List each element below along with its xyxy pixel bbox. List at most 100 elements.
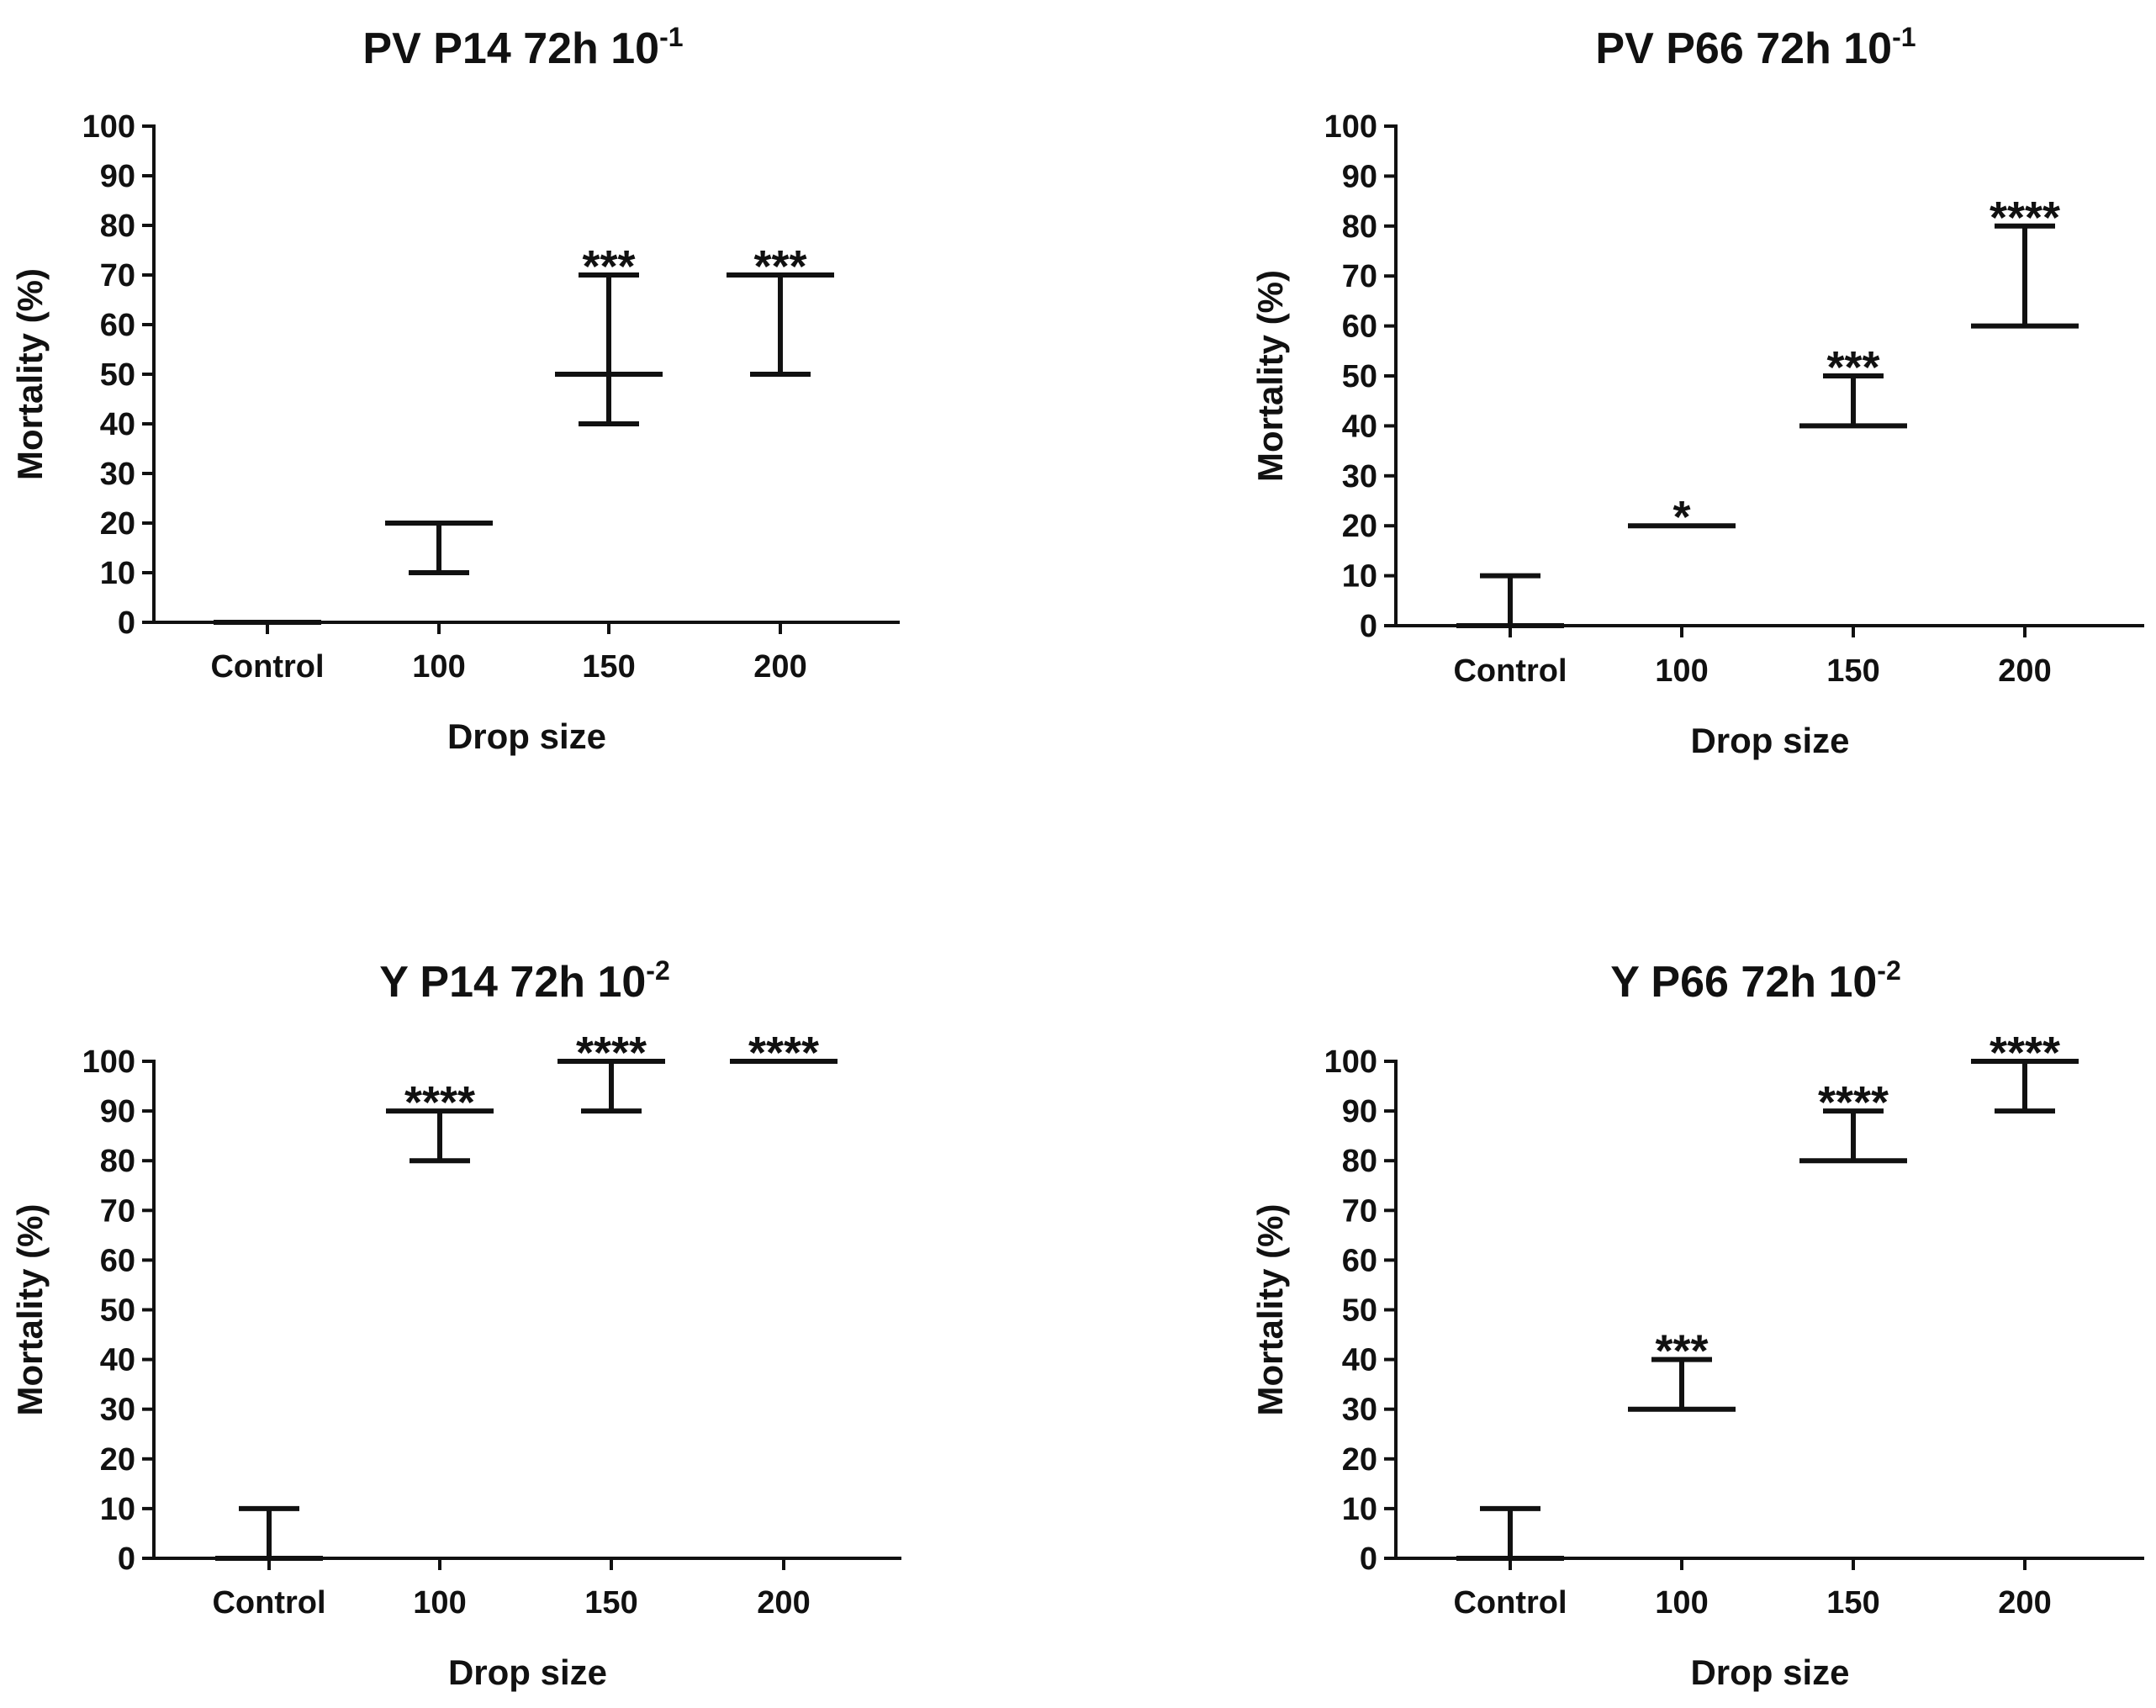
error-bar-control [215,1505,323,1561]
x-tick-label: 100 [413,1585,466,1621]
y-tick-label: 70 [1342,1193,1377,1229]
x-axis-label: Drop size [447,717,606,756]
significance-label: **** [576,1028,647,1078]
error-bar-150: *** [1799,342,1907,429]
error-bar-200: *** [727,241,834,377]
x-tick-label: 200 [1998,1585,2051,1621]
y-tick-label: 50 [100,1293,135,1329]
y-tick-label: 40 [100,1343,135,1378]
chart-title: PV P66 72h 10-1 [1595,22,1916,73]
error-bar-200: **** [730,1028,838,1078]
y-tick-label: 80 [100,1144,135,1179]
x-axis-label: Drop size [1690,1652,1849,1692]
y-tick-label: 30 [100,457,135,492]
x-tick-label: 100 [1655,1585,1708,1621]
y-tick-label: 50 [1342,1293,1377,1329]
y-tick-label: 90 [1342,159,1377,194]
y-tick-label: 30 [1342,1393,1377,1428]
error-bar-150: **** [557,1028,665,1114]
x-tick-label: Control [1453,1585,1567,1621]
error-bar-control [1456,573,1564,628]
x-tick-label: 100 [412,649,465,685]
chart-title: Y P14 72h 10-2 [379,955,670,1007]
y-tick-label: 30 [1342,459,1377,494]
y-tick-label: 10 [100,1492,135,1527]
y-tick-label: 80 [1342,1144,1377,1179]
y-tick-label: 100 [82,109,135,145]
chart-panel-2: PV P66 72h 10-1 0 10 20 30 40 50 60 70 80 90 100 Con… [1250,22,2144,760]
significance-label: **** [404,1077,475,1128]
x-axis-label: Drop size [448,1652,607,1692]
y-axis-label: Mortality (%) [1250,1204,1290,1416]
significance-label: *** [1826,342,1879,393]
y-tick-label: 60 [1342,1243,1377,1278]
error-bar-200: **** [1971,1028,2079,1114]
y-tick-label: 40 [1342,1343,1377,1378]
y-tick-label: 10 [1342,1492,1377,1527]
significance-label: * [1672,492,1690,542]
error-bar-150: **** [1799,1077,1907,1164]
significance-label: **** [748,1028,819,1078]
chart-title: PV P14 72h 10-1 [362,22,683,73]
significance-label: **** [1990,1028,2060,1078]
y-tick-label: 0 [118,1541,135,1577]
y-tick-label: 0 [1360,609,1377,644]
y-tick-label: 80 [100,209,135,244]
chart-title: Y P66 72h 10-2 [1610,955,1901,1007]
error-bar-100: *** [1628,1326,1736,1412]
x-tick-label: Control [212,1585,325,1621]
y-tick-label: 60 [1342,309,1377,345]
chart-panel-4: Y P66 72h 10-2 0 10 20 30 40 50 60 70 80 90 100 Cont… [1250,955,2144,1692]
y-tick-label: 50 [1342,359,1377,394]
x-tick-label: 150 [584,1585,637,1621]
significance-label: *** [582,241,635,292]
y-axis-label: Mortality (%) [10,268,50,480]
y-tick-label: 10 [100,556,135,591]
significance-label: **** [1990,193,2060,243]
x-tick-label: Control [210,649,324,685]
y-tick-label: 70 [1342,259,1377,294]
x-tick-label: 100 [1655,653,1708,689]
y-tick-label: 60 [100,1243,135,1278]
x-axis-label: Drop size [1690,721,1849,760]
error-bar-150: *** [555,241,663,426]
y-tick-label: 90 [100,1094,135,1129]
y-tick-label: 90 [100,159,135,194]
y-tick-label: 50 [100,357,135,393]
y-axis-label: Mortality (%) [10,1204,50,1416]
y-tick-label: 100 [1324,1044,1377,1080]
x-tick-label: 150 [582,649,635,685]
y-tick-label: 0 [1360,1541,1377,1577]
error-bar-100: **** [386,1077,494,1164]
x-tick-label: 200 [1998,653,2051,689]
x-tick-label: 200 [753,649,806,685]
significance-label: *** [753,241,806,292]
y-tick-label: 20 [100,506,135,542]
error-bar-200: **** [1971,193,2079,329]
error-bar-100 [385,521,493,575]
error-bar-control [1456,1505,1564,1561]
significance-label: **** [1818,1077,1889,1128]
significance-label: *** [1655,1326,1708,1377]
y-tick-label: 60 [100,308,135,343]
y-tick-label: 20 [1342,509,1377,544]
y-tick-label: 80 [1342,209,1377,245]
y-tick-label: 30 [100,1393,135,1428]
x-tick-label: 150 [1826,653,1879,689]
y-tick-label: 20 [100,1442,135,1478]
chart-panel-1: PV P14 72h 10-1 0 10 20 30 40 50 60 70 80 90 100 Con… [10,22,900,756]
x-tick-label: 150 [1826,1585,1879,1621]
y-tick-label: 70 [100,258,135,293]
y-tick-label: 70 [100,1193,135,1229]
y-tick-label: 20 [1342,1442,1377,1478]
chart-panel-3: Y P14 72h 10-2 0 10 20 30 40 50 60 70 80 90 100 Cont… [10,955,901,1692]
y-tick-label: 40 [100,407,135,442]
error-bar-100: * [1628,492,1736,542]
y-tick-label: 100 [1324,109,1377,145]
y-tick-label: 40 [1342,409,1377,444]
x-tick-label: 200 [757,1585,810,1621]
x-tick-label: Control [1453,653,1567,689]
y-tick-label: 10 [1342,559,1377,595]
y-tick-label: 100 [82,1044,135,1080]
